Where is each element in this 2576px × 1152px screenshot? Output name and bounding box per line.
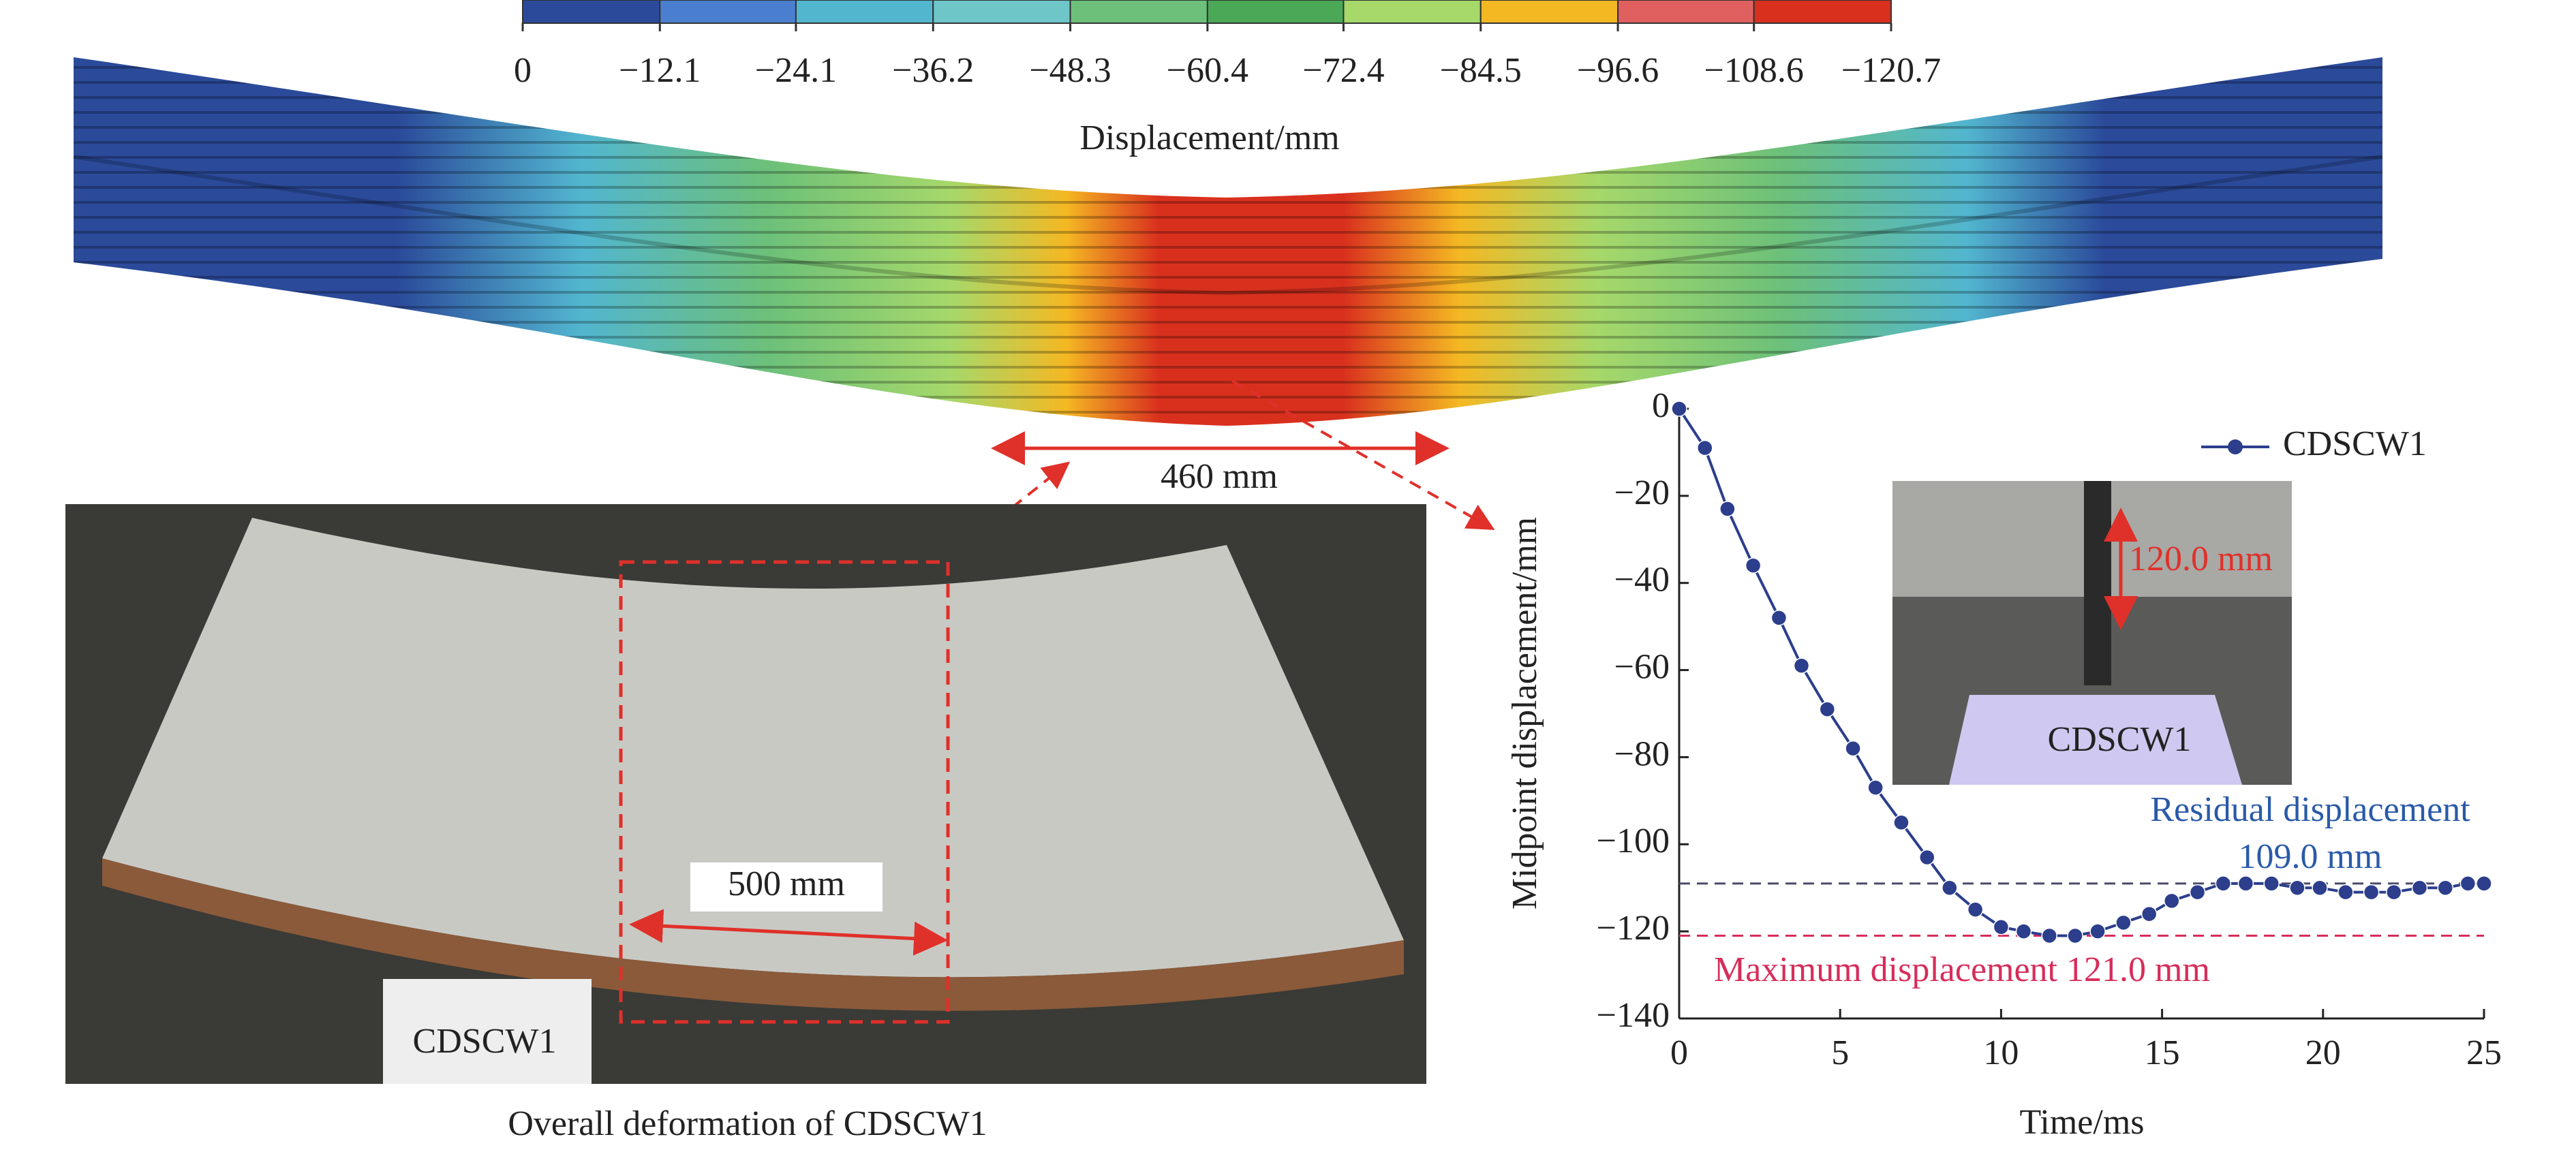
specimen-label: CDSCW1 bbox=[413, 1022, 557, 1061]
legend-marker bbox=[2228, 439, 2243, 454]
data-point bbox=[1845, 740, 1861, 757]
data-point bbox=[1819, 701, 1836, 717]
colorbar-tick-label: −120.7 bbox=[1841, 51, 1941, 90]
colorbar-tick-label: −84.5 bbox=[1440, 51, 1522, 90]
colorbar-tick-label: −12.1 bbox=[619, 51, 701, 90]
colorbar-tick-label: −96.6 bbox=[1577, 51, 1659, 90]
annotation: 109.0 mm bbox=[2239, 837, 2382, 876]
data-point bbox=[1967, 901, 1984, 918]
colorbar-segment bbox=[1753, 0, 1892, 24]
colorbar-segment bbox=[1206, 0, 1345, 24]
data-point bbox=[1770, 610, 1788, 626]
legend-label: CDSCW1 bbox=[2283, 424, 2427, 463]
colorbar-segment bbox=[795, 0, 934, 24]
dimension-arrow bbox=[629, 909, 948, 956]
sheet bbox=[102, 518, 1404, 978]
colorbar-segment bbox=[1343, 0, 1482, 24]
data-point bbox=[2237, 875, 2254, 892]
x-tick-label: 25 bbox=[2466, 1033, 2502, 1072]
data-point bbox=[2115, 914, 2132, 931]
sheet-edge bbox=[102, 858, 1404, 1011]
y-axis-label: Midpoint displacement/mm bbox=[1505, 517, 1544, 909]
data-point bbox=[2089, 923, 2106, 939]
colorbar-segment bbox=[1479, 0, 1619, 24]
ruler bbox=[2084, 481, 2111, 685]
annotation: Maximum displacement 121.0 mm bbox=[1714, 950, 2210, 989]
inset-specimen-label: CDSCW1 bbox=[2048, 720, 2192, 759]
data-point bbox=[2385, 884, 2402, 901]
region-box bbox=[619, 560, 950, 1024]
colorbar-tick-label: −24.1 bbox=[755, 51, 837, 90]
inset-photo: 120.0 mm CDSCW1 bbox=[1892, 481, 2292, 785]
caption: Overall deformation of CDSCW1 bbox=[508, 1104, 987, 1143]
colorbar-tick-label: −60.4 bbox=[1167, 51, 1248, 90]
x-tick-label: 10 bbox=[1983, 1033, 2019, 1072]
data-point bbox=[1697, 439, 1713, 456]
y-tick-label: −60 bbox=[1614, 648, 1670, 687]
colorbar-segment bbox=[1069, 0, 1208, 24]
data-point bbox=[1867, 779, 1884, 796]
x-tick-label: 0 bbox=[1670, 1033, 1688, 1072]
leader-line bbox=[1231, 379, 1495, 530]
data-point bbox=[2164, 892, 2180, 909]
y-tick-label: 0 bbox=[1652, 386, 1670, 425]
y-tick-label: −20 bbox=[1614, 473, 1670, 512]
data-point bbox=[1993, 919, 2010, 935]
data-point bbox=[1793, 657, 1810, 674]
data-point bbox=[1893, 814, 1910, 831]
dimension-label: 500 mm bbox=[728, 865, 845, 903]
data-point bbox=[2312, 879, 2328, 896]
data-point bbox=[2337, 884, 2354, 901]
data-point bbox=[1671, 401, 1687, 417]
colorbar-segment bbox=[659, 0, 797, 24]
data-point bbox=[2189, 884, 2206, 901]
data-point bbox=[2459, 875, 2477, 892]
colorbar-segment bbox=[1617, 0, 1755, 24]
y-tick-label: −80 bbox=[1614, 734, 1670, 773]
data-point bbox=[1918, 849, 1935, 866]
dimension-label: 460 mm bbox=[1161, 457, 1278, 496]
x-tick-label: 15 bbox=[2145, 1033, 2180, 1072]
data-point bbox=[2141, 905, 2158, 922]
annotation: Residual displacement bbox=[2150, 790, 2470, 829]
y-tick-label: −100 bbox=[1597, 822, 1670, 860]
x-tick-label: 5 bbox=[1831, 1033, 1849, 1072]
y-tick-label: −120 bbox=[1597, 909, 1670, 948]
data-point bbox=[2215, 875, 2232, 892]
y-tick-label: −40 bbox=[1614, 561, 1670, 600]
contour-edge bbox=[73, 155, 2383, 296]
colorbar-tick-label: −108.6 bbox=[1704, 51, 1804, 90]
contour-texture bbox=[74, 57, 2382, 426]
data-point bbox=[2437, 879, 2454, 896]
label-box bbox=[690, 862, 883, 912]
data-point bbox=[1719, 501, 1736, 517]
inset-dimension-label: 120.0 mm bbox=[2129, 540, 2273, 578]
data-point bbox=[1942, 879, 1958, 896]
photo: 500 mm CDSCW1 Overall deformation of CDS… bbox=[65, 504, 1426, 1143]
colorbar-tick-label: −72.4 bbox=[1302, 51, 1384, 90]
data-point bbox=[1745, 557, 1762, 574]
data-point bbox=[2263, 875, 2280, 892]
specimen-tag bbox=[1949, 695, 2242, 785]
data-point bbox=[2289, 879, 2305, 896]
data-point bbox=[2067, 927, 2083, 944]
colorbar-tick-label: −48.3 bbox=[1029, 51, 1111, 90]
data-point bbox=[2476, 875, 2492, 892]
colorbar-title: Displacement/mm bbox=[1079, 119, 1339, 157]
contour-plot: 460 mm bbox=[73, 57, 2383, 561]
colorbar-tick-label: −36.2 bbox=[892, 51, 974, 90]
colorbar-tick-label: 0 bbox=[514, 51, 532, 90]
colorbar-segment bbox=[932, 0, 1071, 24]
data-point bbox=[2015, 923, 2032, 939]
specimen-tag bbox=[383, 979, 592, 1084]
data-point bbox=[2041, 927, 2058, 944]
colorbar-segment bbox=[522, 0, 661, 24]
data-line bbox=[1678, 407, 2484, 937]
x-tick-label: 20 bbox=[2305, 1033, 2341, 1072]
x-axis-label: Time/ms bbox=[2019, 1103, 2144, 1142]
data-point bbox=[2363, 884, 2380, 901]
y-tick-label: −140 bbox=[1597, 996, 1670, 1035]
data-point bbox=[2411, 879, 2428, 896]
